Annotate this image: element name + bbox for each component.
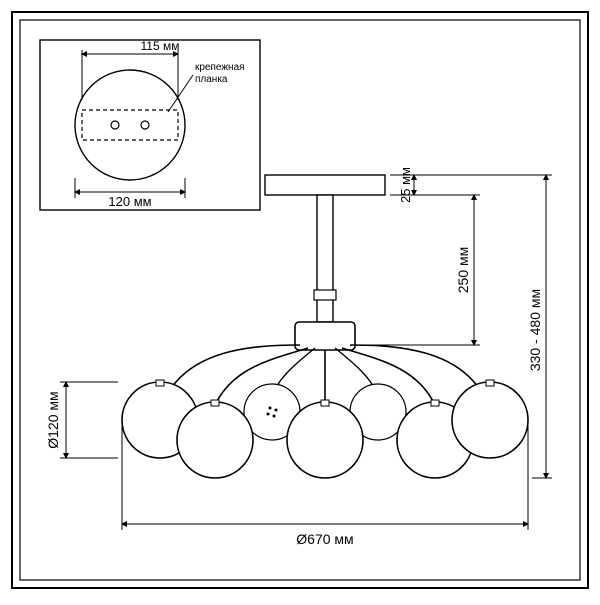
- chandelier: [122, 175, 528, 478]
- globe-center: [287, 402, 363, 478]
- dim-globe: Ø120 мм: [45, 382, 118, 458]
- inset-box: 120 мм 115 мм крепежная планка: [40, 39, 260, 210]
- dim-stem: 250 мм: [360, 195, 480, 345]
- inset-note-line1: крепежная: [195, 62, 245, 73]
- diagram-canvas: 120 мм 115 мм крепежная планка: [0, 0, 600, 600]
- globe-d-label: Ø120 мм: [45, 391, 61, 448]
- globe-far-right: [452, 382, 528, 458]
- inset-width-label: 120 мм: [108, 194, 151, 209]
- canopy-h-label: 25 мм: [398, 167, 413, 203]
- inset-note-line2: планка: [195, 74, 228, 85]
- stem-h-label: 250 мм: [455, 247, 471, 294]
- inset-top-label: 115 мм: [141, 39, 180, 53]
- globe-mid-left: [177, 402, 253, 478]
- overall-d-label: Ø670 мм: [296, 531, 353, 547]
- total-h-label: 330 - 480 мм: [527, 289, 543, 371]
- dim-canopy: 25 мм: [390, 167, 420, 203]
